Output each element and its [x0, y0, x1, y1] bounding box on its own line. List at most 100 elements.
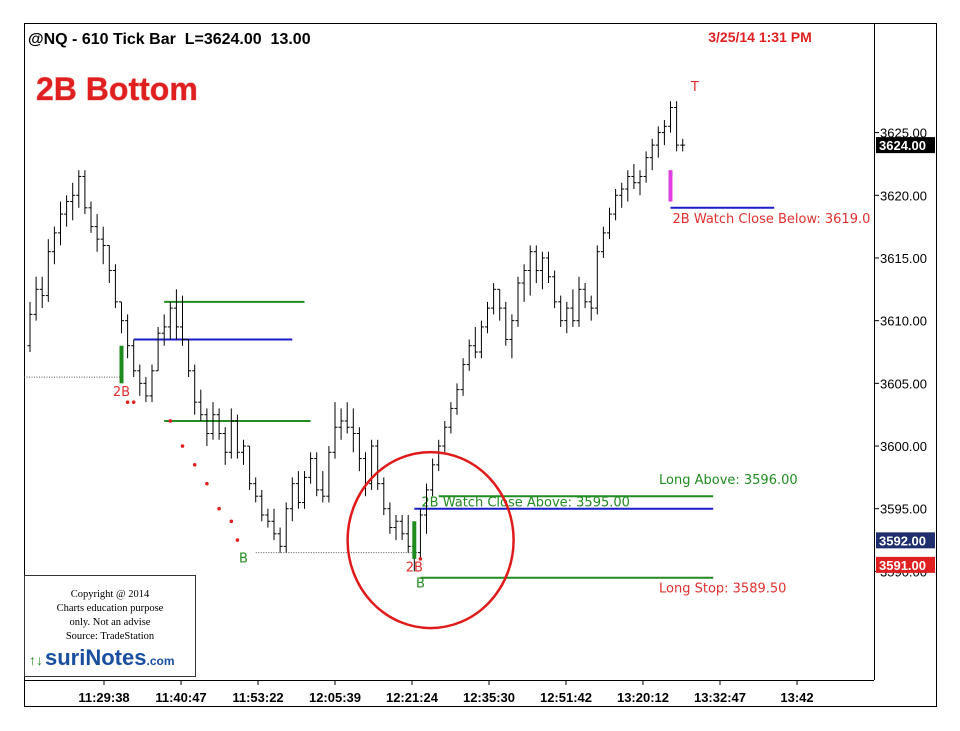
pivot-dot — [418, 557, 423, 561]
ohlc-bar — [112, 264, 118, 309]
ohlc-bar — [100, 226, 106, 265]
ohlc-bar — [485, 301, 490, 334]
pivot-dot — [168, 419, 173, 423]
x-tick-label: 11:40:47 — [155, 690, 206, 705]
ohlc-bar — [564, 301, 570, 334]
ohlc-bar — [533, 245, 539, 284]
ohlc-bar — [228, 408, 234, 459]
y-tick-label: 3610.00 — [880, 314, 927, 329]
ohlc-bar — [478, 320, 484, 359]
ohlc-bar — [320, 471, 326, 503]
ohlc-bar — [680, 138, 686, 152]
y-tick-label: 3605.00 — [880, 376, 927, 391]
ohlc-bar — [308, 452, 314, 484]
ohlc-bar — [82, 170, 88, 215]
ohlc-bar — [33, 276, 39, 321]
ohlc-bar — [222, 427, 228, 465]
ohlc-bar — [204, 408, 210, 447]
y-tick-label: 3625.00 — [880, 126, 927, 141]
ohlc-bar — [350, 408, 356, 453]
ohlc-bar — [216, 408, 222, 440]
copyright-box: Copyright @ 2014 Charts education purpos… — [24, 575, 196, 677]
ohlc-bar — [381, 477, 387, 515]
x-tick-label: 13:32:47 — [694, 690, 746, 705]
ohlc-bar — [588, 295, 594, 321]
ohlc-bar — [27, 301, 33, 352]
signal-marker: 2B — [406, 560, 423, 575]
ohlc-bar — [643, 151, 649, 183]
ohlc-bar — [186, 338, 192, 378]
ohlc-bar — [539, 251, 545, 290]
ohlc-bar — [472, 326, 478, 359]
price-badge-bg — [876, 532, 935, 549]
x-tick-label: 12:21:24 — [386, 690, 439, 705]
ohlc-bar — [619, 182, 625, 208]
ohlc-bar — [454, 383, 460, 415]
ohlc-bar — [143, 377, 149, 403]
ohlc-bar — [582, 283, 588, 309]
ohlc-bar — [64, 195, 70, 227]
ohlc-bar — [259, 489, 265, 522]
signal-marker: B — [239, 552, 248, 567]
ohlc-bar — [295, 471, 301, 509]
ohlc-bar — [289, 477, 295, 522]
ohlc-bar — [302, 471, 307, 509]
ohlc-bar — [600, 226, 606, 258]
ohlc-bar — [161, 314, 167, 346]
ohlc-bar — [613, 189, 619, 221]
ohlc-bar — [198, 389, 204, 421]
ohlc-bar — [253, 477, 259, 503]
ohlc-bar — [387, 502, 393, 534]
signal-marker: T — [690, 80, 699, 95]
ohlc-bar — [393, 515, 399, 541]
ohlc-bar — [131, 339, 137, 378]
x-tick-label: 13:42 — [780, 690, 813, 705]
y-tick-label: 3620.00 — [880, 188, 927, 203]
level-label: 2B Watch Close Below: 3619.0 — [673, 212, 871, 227]
ohlc-bar — [173, 289, 179, 340]
level-label: 2B Watch Close Above: 3595.00 — [421, 496, 630, 511]
logo-dotcom: .com — [146, 654, 175, 668]
ohlc-bar — [51, 226, 57, 265]
y-tick-label: 3595.00 — [880, 502, 927, 517]
ohlc-bar — [558, 295, 564, 327]
ohlc-bar — [436, 439, 442, 472]
ohlc-bar — [405, 515, 411, 553]
ohlc-bar — [45, 239, 51, 302]
ohlc-bar — [625, 170, 631, 202]
x-tick-label: 13:20:12 — [617, 690, 669, 705]
pivot-dot — [229, 519, 234, 524]
ohlc-bar — [149, 364, 155, 403]
datetime-label: 3/25/14 1:31 PM — [708, 29, 812, 45]
ohlc-bar — [314, 452, 320, 497]
ohlc-bar — [631, 163, 637, 189]
ohlc-bar — [106, 244, 112, 284]
ohlc-bar — [417, 508, 423, 559]
ohlc-bar — [399, 515, 405, 541]
price-badge-label: 3592.00 — [879, 533, 926, 548]
ohlc-bar — [649, 138, 655, 171]
ohlc-bar — [466, 339, 472, 371]
logo-notes: Notes — [85, 645, 147, 670]
ohlc-bar — [58, 201, 63, 246]
ohlc-bar — [375, 439, 381, 490]
ohlc-bar — [576, 276, 582, 327]
ohlc-bar — [430, 458, 436, 497]
ohlc-bar — [527, 245, 533, 296]
ohlc-bar — [497, 288, 503, 321]
ohlc-bar — [180, 295, 185, 346]
price-badge-bg — [876, 137, 935, 154]
pivot-dot — [131, 400, 136, 404]
ohlc-bar — [552, 270, 558, 309]
price-badge: 3624.00 — [876, 137, 935, 154]
pivot-dot — [125, 400, 130, 404]
surinotes-logo: ↑↓suriNotes.com — [25, 646, 195, 673]
x-tick-label: 12:51:42 — [540, 690, 592, 705]
highlight-circle — [346, 450, 515, 630]
signal-marker: 2B — [113, 385, 130, 400]
ohlc-bar — [546, 251, 551, 284]
ohlc-bar — [509, 314, 515, 359]
ohlc-bar — [607, 207, 612, 240]
ohlc-bar — [283, 502, 289, 553]
ohlc-bar — [344, 402, 350, 434]
